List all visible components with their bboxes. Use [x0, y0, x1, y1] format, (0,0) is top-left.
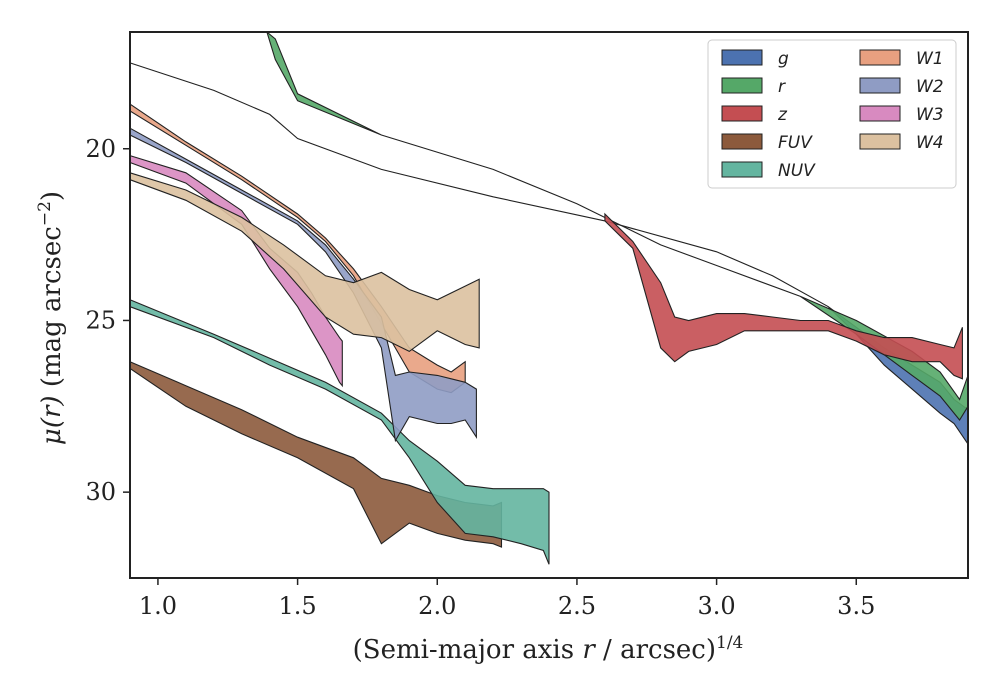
legend-swatch-w3 — [859, 105, 901, 122]
profile-bands — [129, 31, 969, 565]
legend-swatch-nuv — [721, 161, 763, 178]
y-axis-ticks: 20 25 30 — [85, 135, 130, 506]
legend-label-fuv: FUV — [778, 133, 813, 153]
legend-swatch-w4 — [859, 133, 901, 150]
legend-swatch-g — [721, 49, 763, 66]
legend-label-w3: W3 — [916, 105, 944, 125]
band-nuv — [129, 298, 550, 565]
band-fuv — [129, 360, 503, 548]
legend-swatch-r — [721, 77, 763, 94]
legend-label-w1: W1 — [916, 49, 944, 69]
legend-label-w2: W2 — [916, 77, 944, 97]
x-tick-label: 2.5 — [558, 592, 596, 620]
legend-swatch-w2 — [859, 77, 901, 94]
x-axis-label: (Semi-major axis r / arcsec)1/4 — [353, 633, 744, 665]
legend: grz FUV NUV W1 W2 W3 W4 — [707, 39, 957, 189]
legend-swatch-fuv — [721, 133, 763, 150]
band-w2 — [129, 127, 477, 443]
x-axis-ticks: 1.0 1.5 2.0 2.5 3.0 3.5 — [139, 578, 875, 620]
band-z — [604, 212, 963, 380]
y-tick-label: 20 — [85, 135, 116, 163]
legend-swatch-z — [721, 105, 763, 122]
y-axis-label: μ(r) (mag arcsec−2) — [35, 191, 67, 445]
legend-label-g: g — [778, 49, 789, 69]
legend-label-r: r — [778, 77, 786, 97]
band-w1 — [129, 103, 466, 394]
x-tick-label: 2.0 — [418, 592, 456, 620]
legend-box — [707, 39, 957, 189]
band-w4 — [129, 172, 480, 353]
plot-frame — [129, 31, 969, 579]
x-tick-label: 3.0 — [698, 592, 736, 620]
x-tick-label: 1.5 — [279, 592, 317, 620]
legend-label-nuv: NUV — [778, 161, 816, 181]
y-tick-label: 25 — [85, 306, 116, 334]
y-tick-label: 30 — [85, 478, 116, 506]
legend-label-w4: W4 — [916, 133, 944, 153]
x-tick-label: 1.0 — [139, 592, 177, 620]
legend-swatch-w1 — [859, 49, 901, 66]
x-tick-label: 3.5 — [837, 592, 875, 620]
legend-label-z: z — [777, 105, 788, 125]
